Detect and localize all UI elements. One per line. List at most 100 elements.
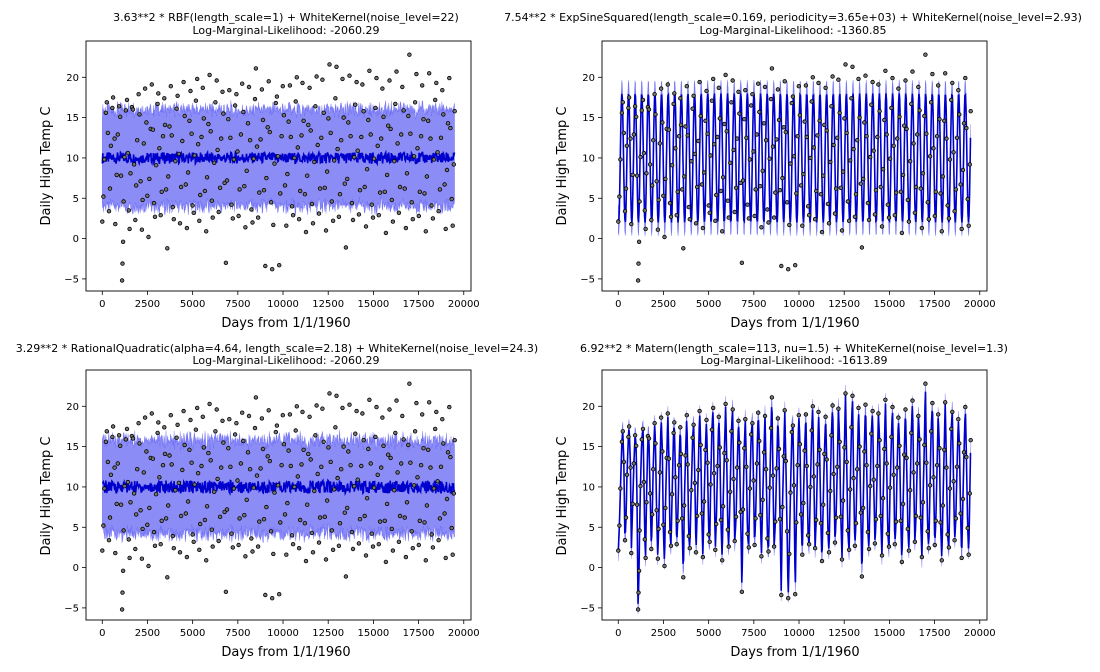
observation-point (653, 441, 658, 446)
x-tick-label: 10000 (267, 299, 299, 310)
observation-point (272, 490, 277, 495)
observation-point (452, 108, 457, 114)
observation-point (630, 501, 635, 507)
observation-point (406, 113, 411, 119)
observation-point (697, 408, 702, 414)
observation-point (447, 75, 452, 81)
plot-area: 0 2500 5000 7500 10000 12500 15000 17500 20000 −5… (64, 40, 480, 310)
observation-point (191, 210, 196, 215)
observation-point (956, 417, 961, 422)
observation-point (180, 138, 185, 144)
observation-point (150, 456, 156, 461)
y-tick-label: 15 (582, 113, 595, 124)
observation-point (428, 465, 433, 470)
observation-point (787, 551, 792, 557)
observation-point (277, 263, 282, 268)
observation-point (265, 125, 270, 130)
observation-point (811, 145, 816, 150)
observation-point (153, 162, 159, 168)
observation-point (857, 444, 862, 449)
observation-point (767, 156, 772, 161)
observation-point (871, 148, 876, 153)
observation-point (932, 542, 937, 548)
observation-point (176, 480, 182, 486)
observation-point (374, 404, 379, 410)
observation-point (714, 521, 719, 527)
observation-point (691, 93, 696, 98)
observation-point (384, 172, 390, 178)
observation-point (760, 168, 765, 173)
observation-point (796, 413, 801, 418)
observation-point (709, 427, 715, 432)
x-tick-label: 5000 (180, 628, 205, 639)
observation-point (839, 228, 845, 233)
observation-point (696, 138, 701, 144)
observation-point (306, 122, 311, 128)
observation-point (745, 202, 750, 207)
observation-point (197, 192, 203, 198)
observation-point (451, 491, 456, 496)
observation-point (408, 460, 413, 465)
observation-point (349, 529, 355, 535)
observation-point (650, 183, 655, 188)
observation-point (943, 400, 948, 405)
observation-point (878, 513, 883, 519)
observation-point (169, 133, 174, 138)
x-tick-label: 2500 (651, 299, 676, 310)
observation-point (313, 104, 318, 109)
observation-point (940, 503, 946, 508)
observation-point (840, 169, 846, 174)
observation-point (279, 133, 284, 139)
observation-point (851, 146, 856, 152)
observation-point (746, 545, 751, 550)
observation-point (666, 456, 672, 461)
observation-point (324, 169, 330, 174)
observation-point (812, 216, 818, 222)
observation-point (139, 227, 145, 232)
y-tick-label: −5 (64, 274, 79, 285)
observation-point (660, 120, 665, 125)
observation-point (794, 191, 799, 196)
observation-point (722, 450, 727, 456)
observation-point (939, 558, 944, 563)
observation-point (237, 516, 242, 521)
observation-point (443, 555, 448, 561)
observation-point (211, 160, 217, 165)
observation-point (716, 85, 721, 90)
observation-point (682, 174, 687, 179)
observation-point (288, 134, 293, 140)
observation-point (623, 515, 629, 520)
observation-point (294, 75, 299, 80)
observation-point (911, 470, 916, 475)
observation-point (102, 157, 107, 162)
observation-point (367, 68, 372, 73)
observation-point (340, 405, 345, 411)
observation-point (845, 528, 850, 533)
observation-point (705, 460, 710, 465)
observation-point (411, 483, 417, 488)
observation-point (803, 83, 809, 88)
observation-point (748, 103, 754, 108)
observation-point (187, 447, 192, 452)
observation-point (266, 79, 271, 84)
observation-point (773, 190, 778, 195)
observation-point (661, 522, 666, 527)
observation-point (371, 485, 377, 490)
observation-point (875, 134, 880, 140)
observation-point (228, 464, 233, 469)
observation-point (750, 91, 755, 97)
observation-point (404, 500, 410, 505)
observation-point (261, 517, 267, 522)
observation-point (354, 408, 359, 414)
observation-point (292, 484, 297, 490)
observation-point (862, 120, 867, 125)
observation-point (303, 558, 309, 564)
observation-point (362, 513, 367, 519)
x-tick-label: 12500 (312, 628, 344, 639)
observation-point (891, 472, 896, 477)
observation-point (903, 407, 908, 412)
observation-point (814, 188, 819, 194)
observation-point (658, 415, 664, 420)
observation-point (672, 91, 677, 96)
